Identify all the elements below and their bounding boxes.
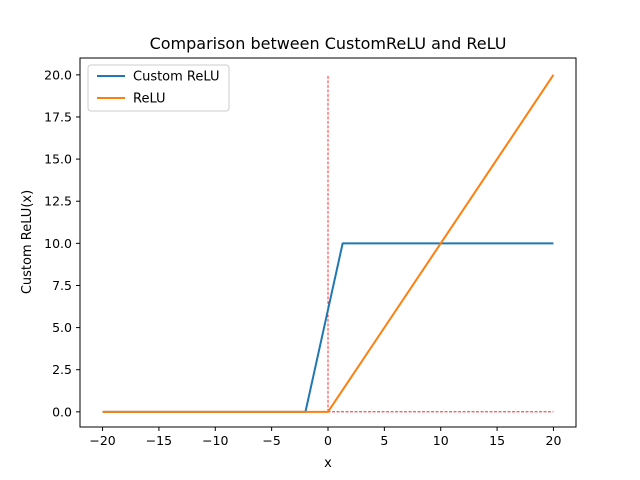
y-tick-label: 7.5 (52, 278, 72, 293)
y-tick-label: 17.5 (44, 109, 72, 124)
legend-label: Custom ReLU (133, 70, 220, 85)
x-tick-label: 20 (546, 433, 562, 448)
series-line-relu (102, 74, 555, 413)
x-tick-label: 10 (433, 433, 449, 448)
x-axis-label: x (324, 456, 332, 471)
y-tick-label: 12.5 (44, 194, 72, 209)
x-tick-label: 5 (380, 433, 388, 448)
legend-label: ReLU (133, 92, 166, 107)
chart-title: Comparison between CustomReLU and ReLU (150, 34, 507, 53)
x-tick-label: 0 (324, 433, 332, 448)
y-tick-label: 0.0 (52, 404, 72, 419)
y-tick-label: 5.0 (52, 320, 72, 335)
x-tick-label: −20 (89, 433, 115, 448)
x-tick-label: −10 (202, 433, 228, 448)
x-tick-label: −15 (146, 433, 172, 448)
y-tick-label: 10.0 (44, 236, 72, 251)
y-tick-label: 2.5 (52, 362, 72, 377)
y-tick-label: 15.0 (44, 152, 72, 167)
plot-area: −20 −15 −10 −5 0 5 10 15 20 0.0 2.5 5.0 7.5 10.0 12.5 1… (44, 57, 577, 448)
y-axis-label: Custom ReLU(x) (20, 190, 35, 294)
y-tick-label: 20.0 (44, 67, 72, 82)
x-tick-label: −5 (262, 433, 280, 448)
x-tick-label: 15 (489, 433, 505, 448)
